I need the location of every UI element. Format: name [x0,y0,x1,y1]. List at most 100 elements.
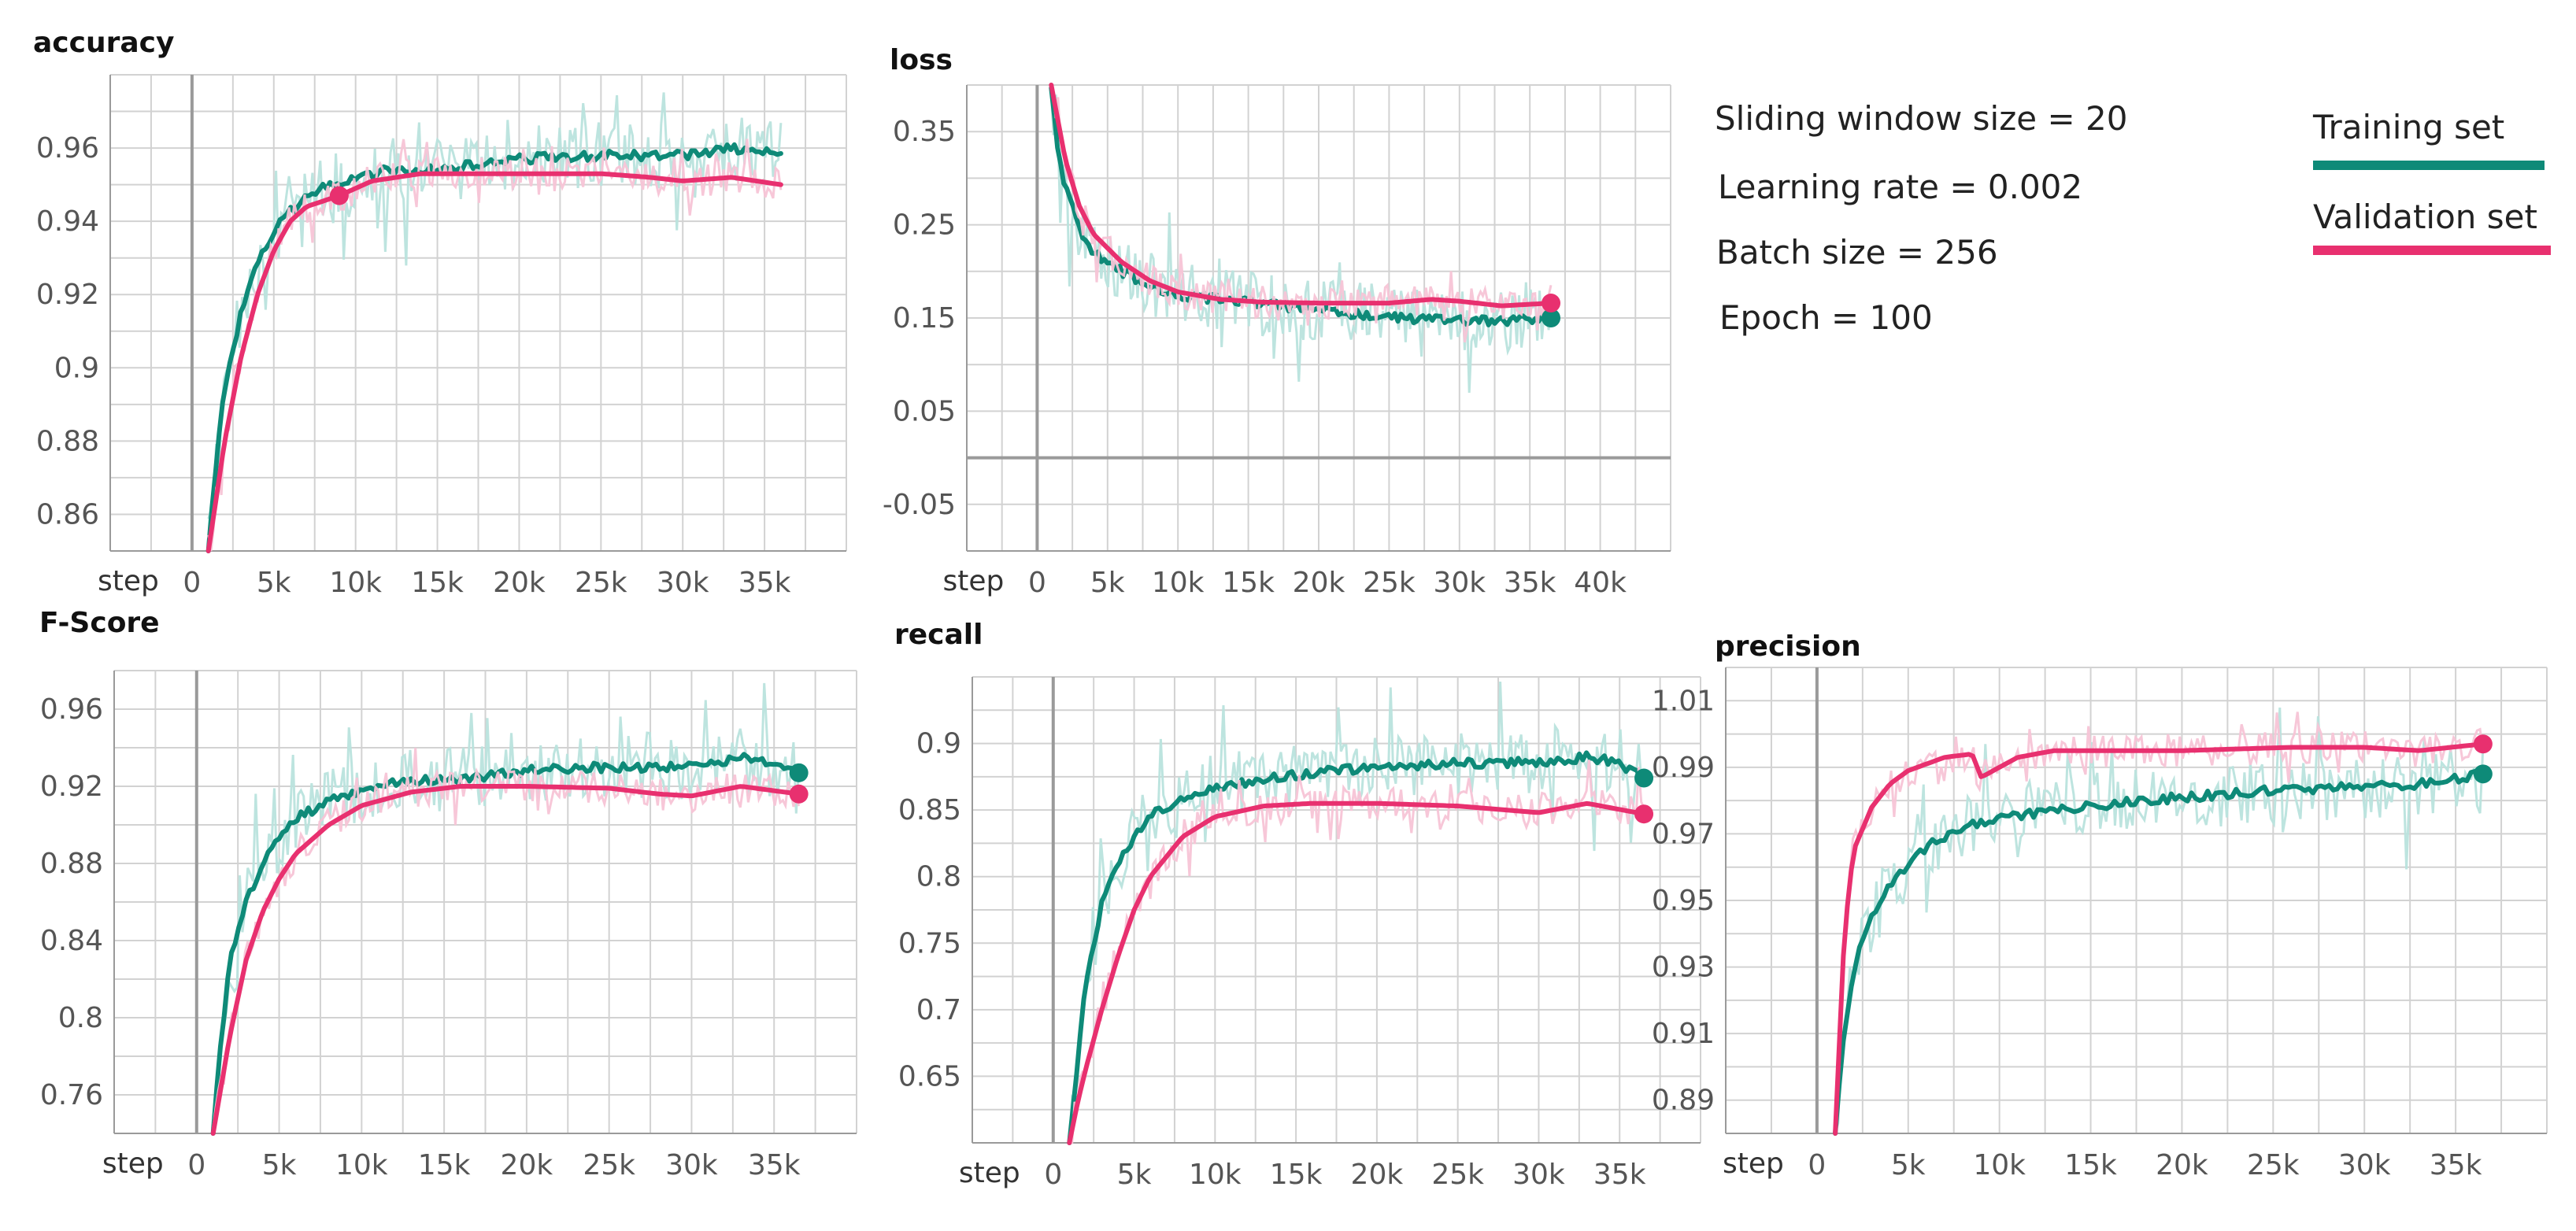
end-marker-training [1634,768,1654,788]
x-tick-label: 30k [657,567,709,599]
x-tick-label: 40k [1574,567,1627,599]
x-tick-label: 15k [411,567,464,599]
legend-label-training: Training set [2312,108,2504,146]
legend-label-validation: Validation set [2313,198,2537,236]
series-line-training [1049,85,1553,327]
y-tick-label: 0.35 [893,116,956,148]
raw-trace-training [207,92,783,519]
raw-trace-validation [1834,712,2485,1134]
x-tick-label: 20k [501,1149,553,1181]
x-axis-label: step [943,565,1005,597]
series-line-validation [1049,83,1553,309]
series-line-validation [210,784,801,1136]
x-tick-label: 0 [183,567,201,599]
series-line-validation [205,171,783,553]
panel-accuracy: accuracy 0.86 0.88 0.9 0.92 0.94 0.96 0 5k 10k 15… [33,27,847,599]
y-tick-label: 0.86 [36,498,99,530]
y-tick-label: 0.8 [58,1002,103,1034]
x-tick-label: 10k [1973,1149,2026,1181]
y-tick-label: 0.89 [1652,1085,1715,1117]
chart-title-fscore: F-Score [39,607,160,639]
x-tick-label: 20k [2156,1149,2208,1181]
y-tick-label: 1.01 [1652,685,1715,717]
panel-loss: loss -0.05 0.05 0.15 0.25 0.35 0 5k 10k 15k 20k 25… [883,44,1671,599]
info-batch-size: Batch size = 256 [1716,233,1998,272]
y-tick-label: 0.84 [40,925,103,957]
x-tick-label: 20k [1293,567,1345,599]
raw-trace-training [1068,681,1645,1144]
series-line-validation [1067,800,1647,1145]
x-tick-label: 25k [2247,1149,2300,1181]
y-tick-label: 0.93 [1652,952,1715,984]
y-tick-label: 0.92 [40,771,103,803]
x-tick-label: 30k [1433,567,1486,599]
x-tick-label: 5k [1891,1149,1926,1181]
end-marker-validation [2473,734,2493,754]
plot-loss: -0.05 0.05 0.15 0.25 0.35 0 5k 10k 15k 20k 25k 30k 3… [883,83,1671,599]
series-line-validation [1833,741,2485,1136]
x-tick-label: 5k [257,567,291,599]
x-tick-label: 30k [1512,1159,1565,1191]
end-marker-validation [329,186,349,205]
x-tick-label: 10k [335,1149,388,1181]
plot-recall: 0.65 0.7 0.75 0.8 0.85 0.9 0 5k 10k 15k 20k 25k 30k 3… [898,676,1701,1191]
end-marker-training [1542,309,1561,327]
x-tick-label: 20k [1351,1159,1404,1191]
x-tick-label: 10k [1152,567,1205,599]
x-tick-label: 35k [748,1149,801,1181]
x-axis-label: step [102,1148,164,1180]
x-tick-label: 30k [2338,1149,2391,1181]
x-tick-label: 15k [418,1149,471,1181]
series-line-training [210,752,801,1136]
y-tick-label: 0.7 [916,994,961,1026]
panel-fscore: F-Score 0.76 0.8 0.84 0.88 0.92 0.96 0 5k 10k 15k… [39,607,857,1181]
end-marker-training [789,763,809,782]
x-tick-label: 5k [1117,1159,1152,1191]
training-info: Sliding window size = 20 Learning rate =… [1715,99,2127,337]
legend: Training set Validation set [2312,108,2551,255]
x-tick-label: 5k [262,1149,297,1181]
x-tick-label: 25k [583,1149,635,1181]
y-tick-label: -0.05 [883,489,956,521]
end-marker-validation [789,784,809,804]
y-tick-label: 0.85 [898,794,961,826]
x-tick-label: 0 [187,1149,205,1181]
x-tick-label: 10k [1189,1159,1242,1191]
x-tick-label: 15k [1222,567,1275,599]
series-line-training [1833,769,2485,1136]
y-tick-label: 0.94 [36,205,99,238]
x-axis-label: step [959,1157,1020,1189]
y-tick-label: 0.9 [916,728,961,760]
x-tick-label: 30k [665,1149,718,1181]
raw-trace-validation [212,748,801,1128]
y-tick-label: 0.88 [40,848,103,880]
x-axis-label: step [98,565,159,597]
y-tick-label: 0.76 [40,1079,103,1111]
panel-recall: recall 0.65 0.7 0.75 0.8 0.85 0.9 0 5k 10k 15k 20k… [894,619,1701,1191]
chart-title-accuracy: accuracy [33,27,174,59]
raw-trace-validation [1049,90,1553,343]
x-tick-label: 35k [1593,1159,1646,1191]
y-tick-label: 0.15 [893,302,956,335]
y-tick-label: 0.92 [36,279,99,311]
x-tick-label: 25k [575,567,627,599]
x-tick-label: 0 [1044,1159,1062,1191]
raw-trace-validation [207,139,783,552]
x-tick-label: 5k [1090,567,1125,599]
chart-title-recall: recall [894,619,983,651]
raw-trace-training [1834,707,2485,1134]
info-epoch: Epoch = 100 [1719,298,1933,337]
x-tick-label: 20k [493,567,546,599]
x-tick-label: 35k [2430,1149,2482,1181]
x-tick-label: 15k [1270,1159,1323,1191]
x-tick-label: 0 [1028,567,1046,599]
x-tick-label: 35k [1504,567,1556,599]
chart-title-loss: loss [890,44,953,76]
info-learning-rate: Learning rate = 0.002 [1718,168,2082,206]
plot-precision: 0.89 0.91 0.93 0.95 0.97 0.99 1.01 0 5k 10k 15k 20k… [1652,667,2548,1181]
end-marker-training [2473,764,2493,784]
series-line-training [1067,750,1647,1145]
y-tick-label: 0.95 [1652,885,1715,917]
raw-trace-training [212,682,801,1122]
y-tick-label: 0.88 [36,425,99,457]
